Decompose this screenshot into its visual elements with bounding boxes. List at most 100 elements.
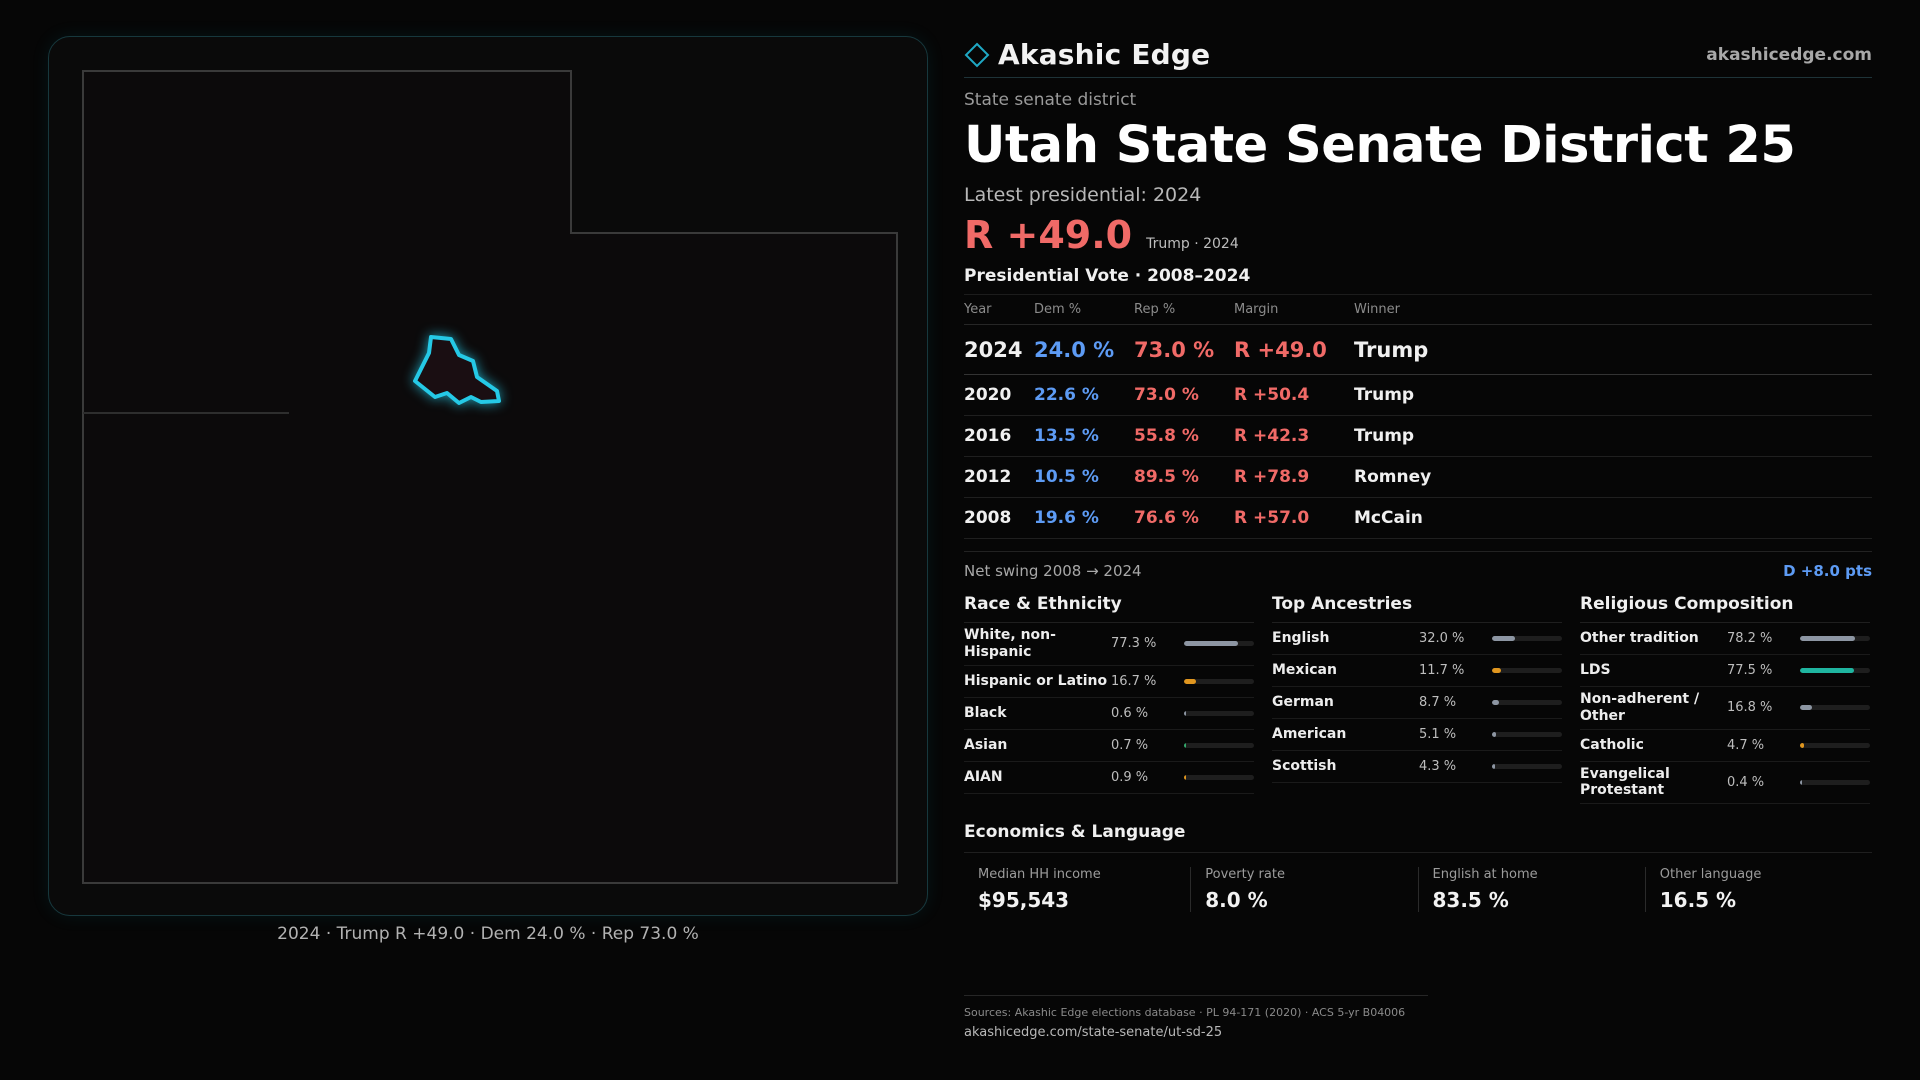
header: Akashic Edge akashicedge.com xyxy=(964,32,1872,78)
row-margin: R +57.0 xyxy=(1234,497,1354,540)
vote-table-title: Presidential Vote · 2008–2024 xyxy=(964,266,1251,287)
row-year: 2016 xyxy=(964,415,1034,458)
item-value: 16.8 % xyxy=(1726,700,1773,716)
religious-composition-section: Religious Composition Other tradition 78… xyxy=(1580,594,1870,805)
bar-track xyxy=(1800,668,1870,674)
sources-footer: Sources: Akashic Edge elections database… xyxy=(964,995,1428,1040)
item-label: American xyxy=(1272,726,1347,743)
bar-track xyxy=(1184,678,1254,684)
stat-label: English at home xyxy=(1432,867,1538,883)
list-item: Catholic 4.7 % xyxy=(1580,730,1870,762)
list-item: Mexican 11.7 % xyxy=(1272,655,1562,688)
bar-track xyxy=(1184,641,1254,647)
bar-fill xyxy=(1800,705,1813,711)
headline-margin-row: R +49.0 Trump · 2024 xyxy=(964,216,1872,254)
list-item: Black 0.6 % xyxy=(964,698,1254,730)
list-item: AIAN 0.9 % xyxy=(964,762,1254,794)
row-rep: 76.6 % xyxy=(1134,497,1234,540)
bar-fill xyxy=(1800,668,1855,674)
item-label: Other tradition xyxy=(1580,630,1699,647)
row-winner: Trump xyxy=(1354,415,1872,458)
item-value: 5.1 % xyxy=(1418,727,1457,743)
top-ancestries-section: Top Ancestries English 32.0 % Mexican 11… xyxy=(1272,594,1562,804)
stat-value: 83.5 % xyxy=(1432,888,1509,913)
net-swing-label: Net swing 2008 → 2024 xyxy=(964,562,1142,581)
list-item: Hispanic or Latino 16.7 % xyxy=(964,666,1254,698)
bar-fill xyxy=(1800,742,1804,748)
item-label: Black xyxy=(964,704,1007,721)
map-panel[interactable] xyxy=(48,36,928,916)
col-winner: Winner xyxy=(1354,294,1872,326)
state-map[interactable] xyxy=(49,37,929,917)
brand-url-link[interactable]: akashicedge.com xyxy=(1706,44,1872,65)
bar-fill xyxy=(1492,636,1515,642)
bar-track xyxy=(1492,764,1562,770)
col-margin: Margin xyxy=(1234,294,1354,326)
bar-fill xyxy=(1492,732,1497,738)
item-label: German xyxy=(1272,694,1334,711)
row-year: 2020 xyxy=(964,374,1034,417)
demographics-columns: Race & Ethnicity White, non-Hispanic 77.… xyxy=(964,594,1872,805)
row-margin: R +50.4 xyxy=(1234,374,1354,417)
stat-cell: Poverty rate 8.0 % xyxy=(1191,867,1419,913)
map-caption: 2024 · Trump R +49.0 · Dem 24.0 % · Rep … xyxy=(277,924,699,944)
net-swing-value: D +8.0 pts xyxy=(1783,562,1872,581)
col-year: Year xyxy=(964,294,1034,326)
item-label: AIAN xyxy=(964,768,1003,785)
col-rep: Rep % xyxy=(1134,294,1234,326)
item-label: Mexican xyxy=(1272,662,1337,679)
district-25-shape[interactable] xyxy=(413,335,501,405)
bar-fill xyxy=(1492,700,1499,706)
row-rep: 55.8 % xyxy=(1134,415,1234,458)
table-row: 2020 22.6 % 73.0 % R +50.4 Trump xyxy=(964,374,1872,417)
headline-margin: R +49.0 xyxy=(964,213,1133,258)
page-url-link[interactable]: akashicedge.com/state-senate/ut-sd-25 xyxy=(964,1025,1223,1040)
item-label: Catholic xyxy=(1580,736,1644,753)
bar-track xyxy=(1800,742,1870,748)
stat-value: 8.0 % xyxy=(1205,888,1268,913)
item-value: 0.6 % xyxy=(1110,705,1149,721)
bar-fill xyxy=(1492,668,1501,674)
item-value: 78.2 % xyxy=(1726,631,1773,647)
item-label: LDS xyxy=(1580,662,1611,679)
section-title: Religious Composition xyxy=(1580,594,1870,624)
item-label: White, non-Hispanic xyxy=(964,627,1056,660)
economics-section-title: Economics & Language xyxy=(964,822,1872,854)
brand[interactable]: Akashic Edge xyxy=(964,38,1210,71)
stat-value: $95,543 xyxy=(978,888,1070,913)
bar-fill xyxy=(1184,710,1186,716)
item-label: Hispanic or Latino xyxy=(964,672,1108,689)
bar-fill xyxy=(1800,636,1855,642)
row-margin: R +42.3 xyxy=(1234,415,1354,458)
list-item: Other tradition 78.2 % xyxy=(1580,623,1870,656)
bar-fill xyxy=(1184,774,1186,780)
item-value: 0.9 % xyxy=(1110,769,1149,785)
bar-fill xyxy=(1184,678,1197,684)
stat-cell: Other language 16.5 % xyxy=(1646,867,1872,912)
item-label: Non-adherent / Other xyxy=(1580,691,1700,724)
col-dem: Dem % xyxy=(1034,294,1134,326)
list-item: English 32.0 % xyxy=(1272,623,1562,656)
row-dem: 19.6 % xyxy=(1034,497,1134,540)
utah-state-outline xyxy=(82,70,898,884)
stat-value: 16.5 % xyxy=(1659,888,1737,913)
list-item: LDS 77.5 % xyxy=(1580,655,1870,688)
race-ethnicity-section: Race & Ethnicity White, non-Hispanic 77.… xyxy=(964,594,1254,804)
district-kind: State senate district xyxy=(964,90,1137,110)
list-item: Asian 0.7 % xyxy=(964,730,1254,762)
bar-fill xyxy=(1184,641,1239,647)
brand-name: Akashic Edge xyxy=(998,38,1211,71)
bar-track xyxy=(1184,774,1254,780)
bar-track xyxy=(1492,732,1562,738)
section-title: Top Ancestries xyxy=(1272,594,1562,624)
bar-track xyxy=(1492,700,1562,706)
vote-table: Year Dem % Rep % Margin Winner 2024 24.0… xyxy=(964,294,1872,540)
bar-track xyxy=(1184,742,1254,748)
bar-fill xyxy=(1800,779,1802,785)
row-rep: 73.0 % xyxy=(1134,374,1234,417)
details-panel: Akashic Edge akashicedge.com State senat… xyxy=(964,32,1872,913)
bar-fill xyxy=(1184,742,1186,748)
item-value: 16.7 % xyxy=(1110,673,1157,689)
row-dem: 24.0 % xyxy=(1034,324,1134,376)
table-row: 2024 24.0 % 73.0 % R +49.0 Trump xyxy=(964,324,1872,376)
